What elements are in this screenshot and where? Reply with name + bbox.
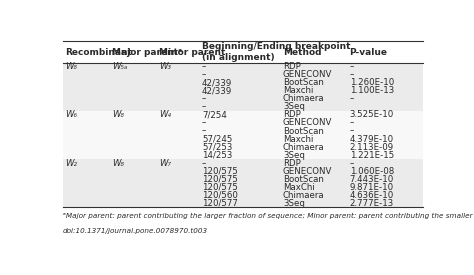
Text: –: – bbox=[202, 119, 206, 128]
Text: Major parentᵃ: Major parentᵃ bbox=[112, 48, 182, 57]
Bar bbox=[63, 159, 423, 167]
Text: 3Seq: 3Seq bbox=[283, 199, 305, 208]
Text: –: – bbox=[202, 94, 206, 103]
Bar bbox=[63, 63, 423, 71]
Bar bbox=[63, 183, 423, 191]
Text: 7/254: 7/254 bbox=[202, 111, 227, 119]
Text: BootScan: BootScan bbox=[283, 126, 324, 136]
Text: 3Seq: 3Seq bbox=[283, 102, 305, 111]
Text: 120/575: 120/575 bbox=[202, 183, 238, 192]
Text: W₇: W₇ bbox=[159, 159, 171, 168]
Bar bbox=[63, 87, 423, 95]
Text: W₈: W₈ bbox=[112, 159, 124, 168]
Text: –: – bbox=[202, 159, 206, 168]
Text: Method: Method bbox=[283, 48, 321, 57]
Text: 1.260E-10: 1.260E-10 bbox=[349, 78, 394, 87]
Bar bbox=[63, 79, 423, 87]
Bar bbox=[63, 151, 423, 159]
Text: MaxChi: MaxChi bbox=[283, 183, 315, 192]
Bar bbox=[63, 127, 423, 135]
Text: W₈: W₈ bbox=[65, 62, 77, 71]
Text: ᵃMajor parent: parent contributing the larger fraction of sequence; Minor parent: ᵃMajor parent: parent contributing the l… bbox=[63, 213, 474, 219]
Text: 4.636E-10: 4.636E-10 bbox=[349, 191, 394, 200]
Text: –: – bbox=[349, 62, 354, 71]
Text: –: – bbox=[349, 70, 354, 79]
Text: –: – bbox=[202, 70, 206, 79]
Text: W₈: W₈ bbox=[112, 111, 124, 119]
Text: 4.379E-10: 4.379E-10 bbox=[349, 134, 393, 144]
Bar bbox=[63, 175, 423, 183]
Text: W₅ₐ: W₅ₐ bbox=[112, 62, 128, 71]
Bar bbox=[63, 111, 423, 119]
Text: 2.777E-13: 2.777E-13 bbox=[349, 199, 394, 208]
Text: RDP: RDP bbox=[283, 62, 301, 71]
Text: Minor parent: Minor parent bbox=[159, 48, 225, 57]
Text: –: – bbox=[349, 126, 354, 136]
Text: Recombinant: Recombinant bbox=[65, 48, 132, 57]
Bar bbox=[63, 191, 423, 199]
Bar bbox=[63, 199, 423, 207]
Text: 7.443E-10: 7.443E-10 bbox=[349, 175, 394, 184]
Text: GENECONV: GENECONV bbox=[283, 167, 332, 176]
Text: 1.100E-13: 1.100E-13 bbox=[349, 86, 394, 95]
Text: W₂: W₂ bbox=[65, 159, 77, 168]
Text: 120/575: 120/575 bbox=[202, 175, 238, 184]
Text: –: – bbox=[349, 159, 354, 168]
Text: W₃: W₃ bbox=[159, 62, 171, 71]
Text: 9.871E-10: 9.871E-10 bbox=[349, 183, 393, 192]
Bar bbox=[63, 103, 423, 111]
Text: Chimaera: Chimaera bbox=[283, 94, 325, 103]
Text: 120/575: 120/575 bbox=[202, 167, 238, 176]
Bar bbox=[63, 143, 423, 151]
Text: W₆: W₆ bbox=[65, 111, 77, 119]
Text: –: – bbox=[202, 126, 206, 136]
Text: 42/339: 42/339 bbox=[202, 86, 232, 95]
Bar bbox=[63, 167, 423, 175]
Text: 57/253: 57/253 bbox=[202, 143, 232, 152]
Text: 120/560: 120/560 bbox=[202, 191, 238, 200]
Text: BootScan: BootScan bbox=[283, 78, 324, 87]
Text: Beginning/Ending breakpoint
(in alignment): Beginning/Ending breakpoint (in alignmen… bbox=[202, 42, 350, 62]
Text: doi:10.1371/journal.pone.0078970.t003: doi:10.1371/journal.pone.0078970.t003 bbox=[63, 228, 208, 234]
Text: 42/339: 42/339 bbox=[202, 78, 232, 87]
Text: RDP: RDP bbox=[283, 111, 301, 119]
Text: 120/577: 120/577 bbox=[202, 199, 238, 208]
Text: 3Seq: 3Seq bbox=[283, 151, 305, 160]
Text: RDP: RDP bbox=[283, 159, 301, 168]
Text: BootScan: BootScan bbox=[283, 175, 324, 184]
Text: P-value: P-value bbox=[349, 48, 388, 57]
Text: 14/253: 14/253 bbox=[202, 151, 232, 160]
Bar bbox=[63, 95, 423, 103]
Text: Maxchi: Maxchi bbox=[283, 86, 313, 95]
Bar bbox=[63, 71, 423, 79]
Text: W₄: W₄ bbox=[159, 111, 171, 119]
Text: –: – bbox=[349, 94, 354, 103]
Text: 57/245: 57/245 bbox=[202, 134, 232, 144]
Text: GENECONV: GENECONV bbox=[283, 119, 332, 128]
Text: 2.113E-09: 2.113E-09 bbox=[349, 143, 393, 152]
Text: –: – bbox=[349, 119, 354, 128]
Text: –: – bbox=[202, 102, 206, 111]
Text: Chimaera: Chimaera bbox=[283, 191, 325, 200]
Text: Maxchi: Maxchi bbox=[283, 134, 313, 144]
Bar bbox=[63, 135, 423, 143]
Text: Chimaera: Chimaera bbox=[283, 143, 325, 152]
Text: 1.221E-15: 1.221E-15 bbox=[349, 151, 394, 160]
Text: 1.060E-08: 1.060E-08 bbox=[349, 167, 394, 176]
Bar bbox=[63, 119, 423, 127]
Text: –: – bbox=[202, 62, 206, 71]
Text: GENECONV: GENECONV bbox=[283, 70, 332, 79]
Text: 3.525E-10: 3.525E-10 bbox=[349, 111, 394, 119]
